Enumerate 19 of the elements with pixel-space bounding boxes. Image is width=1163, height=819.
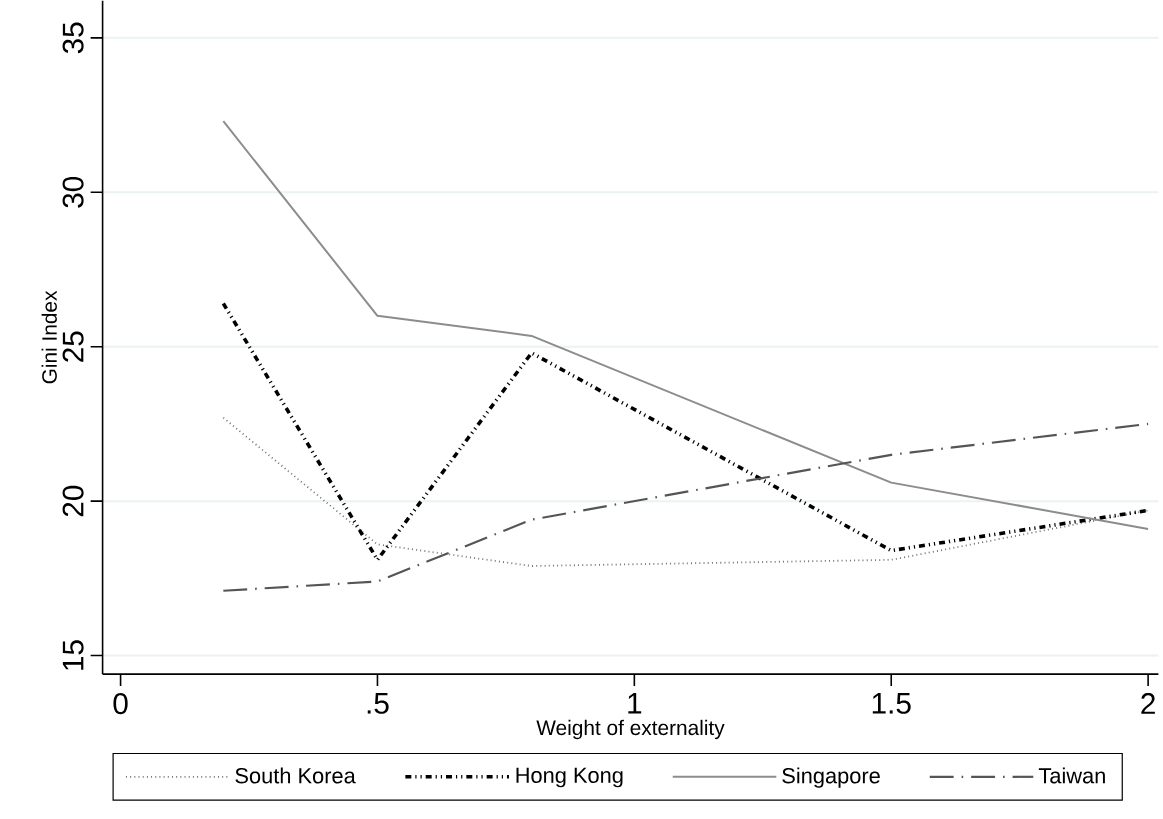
y-tick-label: 15 (62, 640, 84, 671)
y-tick-label: 20 (62, 486, 84, 517)
legend-label: Singapore (782, 767, 880, 788)
y-tick-label: 30 (62, 177, 84, 208)
x-tick-label: .5 (367, 693, 389, 715)
legend-label: South Korea (235, 767, 356, 784)
legend-label: Hong Kong (516, 768, 623, 788)
x-tick-label: 0 (113, 693, 128, 715)
y-axis-title: Gini Index (41, 291, 57, 384)
x-axis-title: Weight of externality (536, 720, 725, 740)
y-tick-label: 35 (62, 22, 84, 54)
x-tick-label: 2 (1141, 693, 1155, 715)
x-tick-label: 1 (628, 693, 642, 714)
line-series (222, 423, 1150, 593)
line-series (222, 417, 1150, 568)
legend-label: Taiwan (1038, 767, 1105, 784)
x-tick-label: 1.5 (872, 693, 911, 715)
line-series (222, 120, 1150, 531)
y-tick-label: 25 (62, 331, 84, 363)
